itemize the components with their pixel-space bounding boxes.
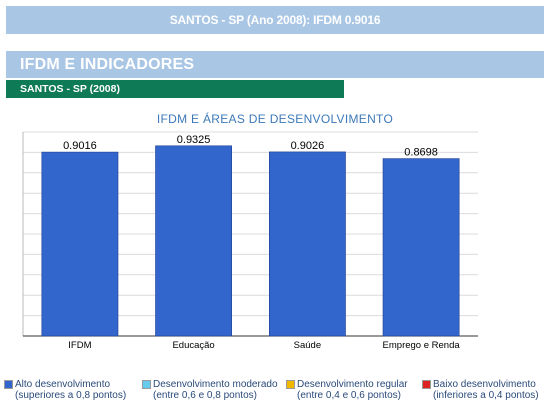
x-tick-label-2: Saúde — [294, 340, 321, 351]
legend-label-baixo: Baixo desenvolvimento — [433, 379, 536, 390]
legend-label-moderado: Desenvolvimento moderado — [153, 379, 278, 390]
legend-label-regular: Desenvolvimento regular — [297, 379, 408, 390]
chart-legend: Alto desenvolvimento (superiores a 0,8 p… — [4, 379, 548, 415]
page-banner: SANTOS - SP (Ano 2008): IFDM 0.9016 — [6, 6, 544, 34]
bar-value-label-1: 0.9325 — [177, 134, 211, 146]
x-tick-label-0: IFDM — [68, 340, 91, 351]
legend-label-alto: Alto desenvolvimento — [15, 379, 111, 390]
legend-range-regular: (entre 0,4 e 0,6 pontos) — [297, 390, 401, 401]
bar-chart: 0.9016 IFDM 0.9325 Educação 0.9026 Saúde 0.869… — [22, 131, 478, 351]
bar-2 — [268, 151, 346, 337]
x-tick-label-3: Emprego e Renda — [383, 340, 461, 351]
sub-header: SANTOS - SP (2008) — [6, 80, 344, 98]
legend-range-moderado: (entre 0,6 e 0,8 pontos) — [153, 390, 257, 401]
bar-3 — [382, 158, 460, 337]
chart-title: IFDM E ÁREAS DE DESENVOLVIMENTO — [156, 112, 394, 126]
legend-range-alto: (superiores a 0,8 pontos) — [15, 390, 127, 401]
bar-value-label-3: 0.8698 — [404, 147, 438, 159]
sub-header-label: SANTOS - SP (2008) — [20, 83, 120, 95]
legend-swatch-moderado — [142, 380, 151, 389]
bar-0 — [41, 151, 119, 337]
legend-swatch-baixo — [422, 380, 431, 389]
bar-value-label-2: 0.9026 — [291, 140, 325, 152]
bar-1 — [155, 145, 232, 337]
section-title: IFDM E INDICADORES — [20, 55, 195, 73]
banner-title: SANTOS - SP (Ano 2008): IFDM 0.9016 — [169, 13, 381, 27]
section-header: IFDM E INDICADORES — [6, 51, 544, 78]
legend-swatch-alto — [4, 380, 13, 389]
legend-range-baixo: (inferiores a 0,4 pontos) — [433, 390, 539, 401]
bar-value-label-0: 0.9016 — [63, 140, 97, 152]
x-tick-label-1: Educação — [172, 340, 214, 351]
legend-swatch-regular — [286, 380, 295, 389]
